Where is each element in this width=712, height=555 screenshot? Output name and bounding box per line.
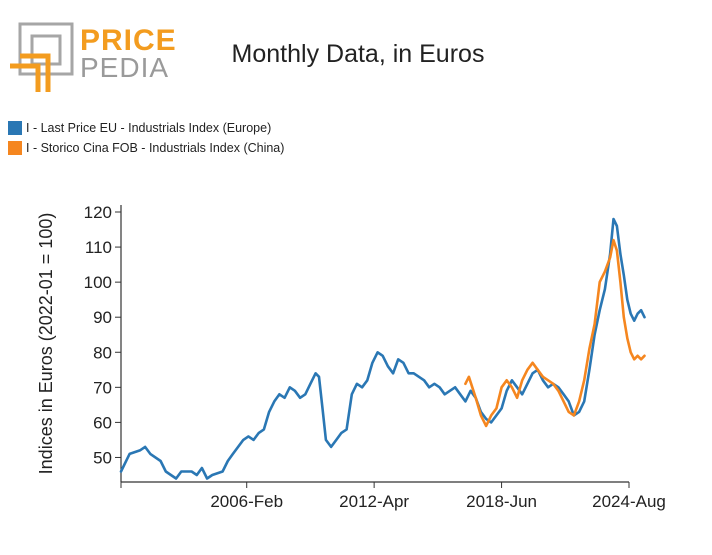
legend-item-europe[interactable]: I - Last Price EU - Industrials Index (E… bbox=[8, 118, 284, 138]
chart-title: Monthly Data, in Euros bbox=[231, 40, 485, 68]
y-tick-label: 80 bbox=[93, 343, 112, 362]
y-axis-label: Indices in Euros (2022-01 = 100) bbox=[36, 213, 56, 475]
logo-text-price: PRICE bbox=[80, 24, 177, 57]
x-tick-label: 2018-Jun bbox=[466, 492, 537, 511]
y-tick-label: 110 bbox=[85, 238, 112, 257]
legend-label-europe: I - Last Price EU - Industrials Index (E… bbox=[26, 121, 272, 135]
y-tick-label: 90 bbox=[93, 308, 112, 327]
legend-item-china[interactable]: I - Storico Cina FOB - Industrials Index… bbox=[8, 138, 284, 158]
y-tick-label: 50 bbox=[93, 448, 112, 467]
legend-swatch-europe bbox=[8, 121, 22, 135]
pricepedia-logo: PRICE PEDIA bbox=[8, 22, 176, 94]
logo-mark-icon bbox=[10, 22, 74, 92]
legend-label-china: I - Storico Cina FOB - Industrials Index… bbox=[26, 141, 285, 155]
x-tick-label: 2006-Feb bbox=[210, 492, 283, 511]
logo-text-pedia: PEDIA bbox=[80, 52, 170, 83]
y-tick-label: 100 bbox=[84, 273, 112, 292]
x-tick-label: 2024-Aug bbox=[592, 492, 666, 511]
chart-legend: I - Last Price EU - Industrials Index (E… bbox=[8, 118, 284, 158]
legend-swatch-china bbox=[8, 141, 22, 155]
x-tick-label: 2012-Apr bbox=[339, 492, 409, 511]
y-tick-label: 70 bbox=[93, 378, 112, 397]
y-tick-label: 60 bbox=[93, 413, 112, 432]
series-line-europe bbox=[119, 217, 646, 480]
y-tick-label: 120 bbox=[84, 203, 112, 222]
series-line-china bbox=[464, 238, 646, 428]
